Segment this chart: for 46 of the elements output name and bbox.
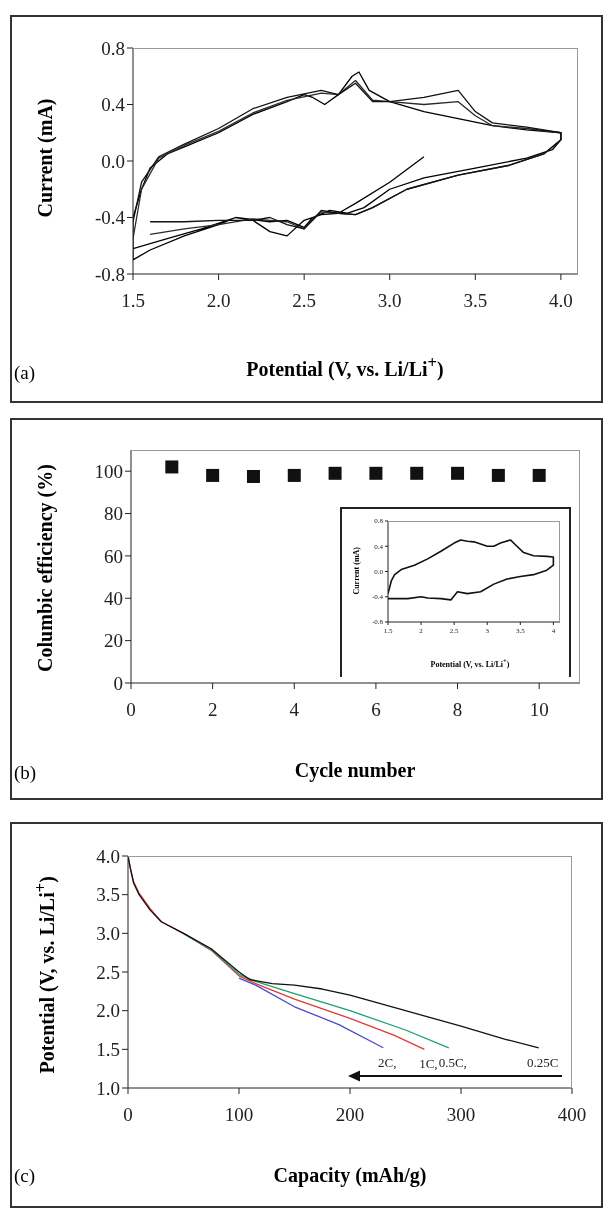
y-tick-label: 80 <box>104 503 123 525</box>
x-tick-label: 400 <box>557 1104 587 1126</box>
y-tick-label: 2.0 <box>96 1000 120 1022</box>
y-tick-label: 3.5 <box>96 884 120 906</box>
y-tick-label: 4.0 <box>96 845 120 867</box>
x-tick-label: 6 <box>371 699 381 721</box>
series-label: 2C, <box>378 1054 397 1070</box>
x-tick-label: 8 <box>452 699 463 721</box>
text: (b) <box>14 762 37 784</box>
y-tick-label: 1.0 <box>96 1077 120 1099</box>
y-tick-label: 60 <box>104 545 123 567</box>
x-tick-label: 2.0 <box>206 290 231 312</box>
y-tick-label: 100 <box>94 460 123 482</box>
y-tick-label: -0.8 <box>94 263 125 285</box>
y-tick-label: 40 <box>104 588 123 610</box>
series-label: 1C, <box>419 1056 438 1072</box>
y-tick-label: -0.4 <box>94 207 126 229</box>
x-tick-label: 4.0 <box>549 290 573 312</box>
x-tick-label: 3.5 <box>463 290 488 312</box>
y-axis-title: Columbic efficiency (%) <box>33 463 57 674</box>
x-tick-label: 2.5 <box>292 290 317 312</box>
x-tick-label: 2 <box>207 699 218 721</box>
text: (a) <box>14 362 36 384</box>
series-label: 0.5C, <box>438 1054 467 1070</box>
y-tick-label: 0 <box>113 672 123 694</box>
y-tick-label: 20 <box>104 630 123 652</box>
x-tick-label: 1.5 <box>121 290 145 312</box>
x-tick-label: 200 <box>335 1104 365 1126</box>
y-axis-title: Current (mA) <box>33 97 57 220</box>
x-axis-title: Potential (V, vs. Li/Li$^{+}$) <box>245 353 445 381</box>
y-tick-label: 0.8 <box>101 37 125 59</box>
x-tick-label: 10 <box>529 699 549 721</box>
x-tick-label: 100 <box>224 1104 254 1126</box>
x-axis-title: Capacity (mAh/g) <box>272 1163 428 1187</box>
x-axis-title: Cycle number <box>293 758 417 782</box>
y-tick-label: 1.5 <box>96 1039 120 1061</box>
y-tick-label: 0.0 <box>101 150 125 172</box>
y-axis-title: Current (mA) <box>352 546 362 597</box>
y-tick-label: 3.0 <box>96 923 120 945</box>
x-tick-label: 300 <box>446 1104 476 1126</box>
x-tick-label: 4 <box>289 699 300 721</box>
series-label: 0.25C <box>526 1054 559 1070</box>
y-tick-label: 0.4 <box>101 94 126 116</box>
x-axis-title: Potential (V, vs. Li/Li$^{+}$) <box>429 657 511 670</box>
y-tick-label: 2.5 <box>96 961 120 983</box>
text: (c) <box>14 1165 36 1187</box>
